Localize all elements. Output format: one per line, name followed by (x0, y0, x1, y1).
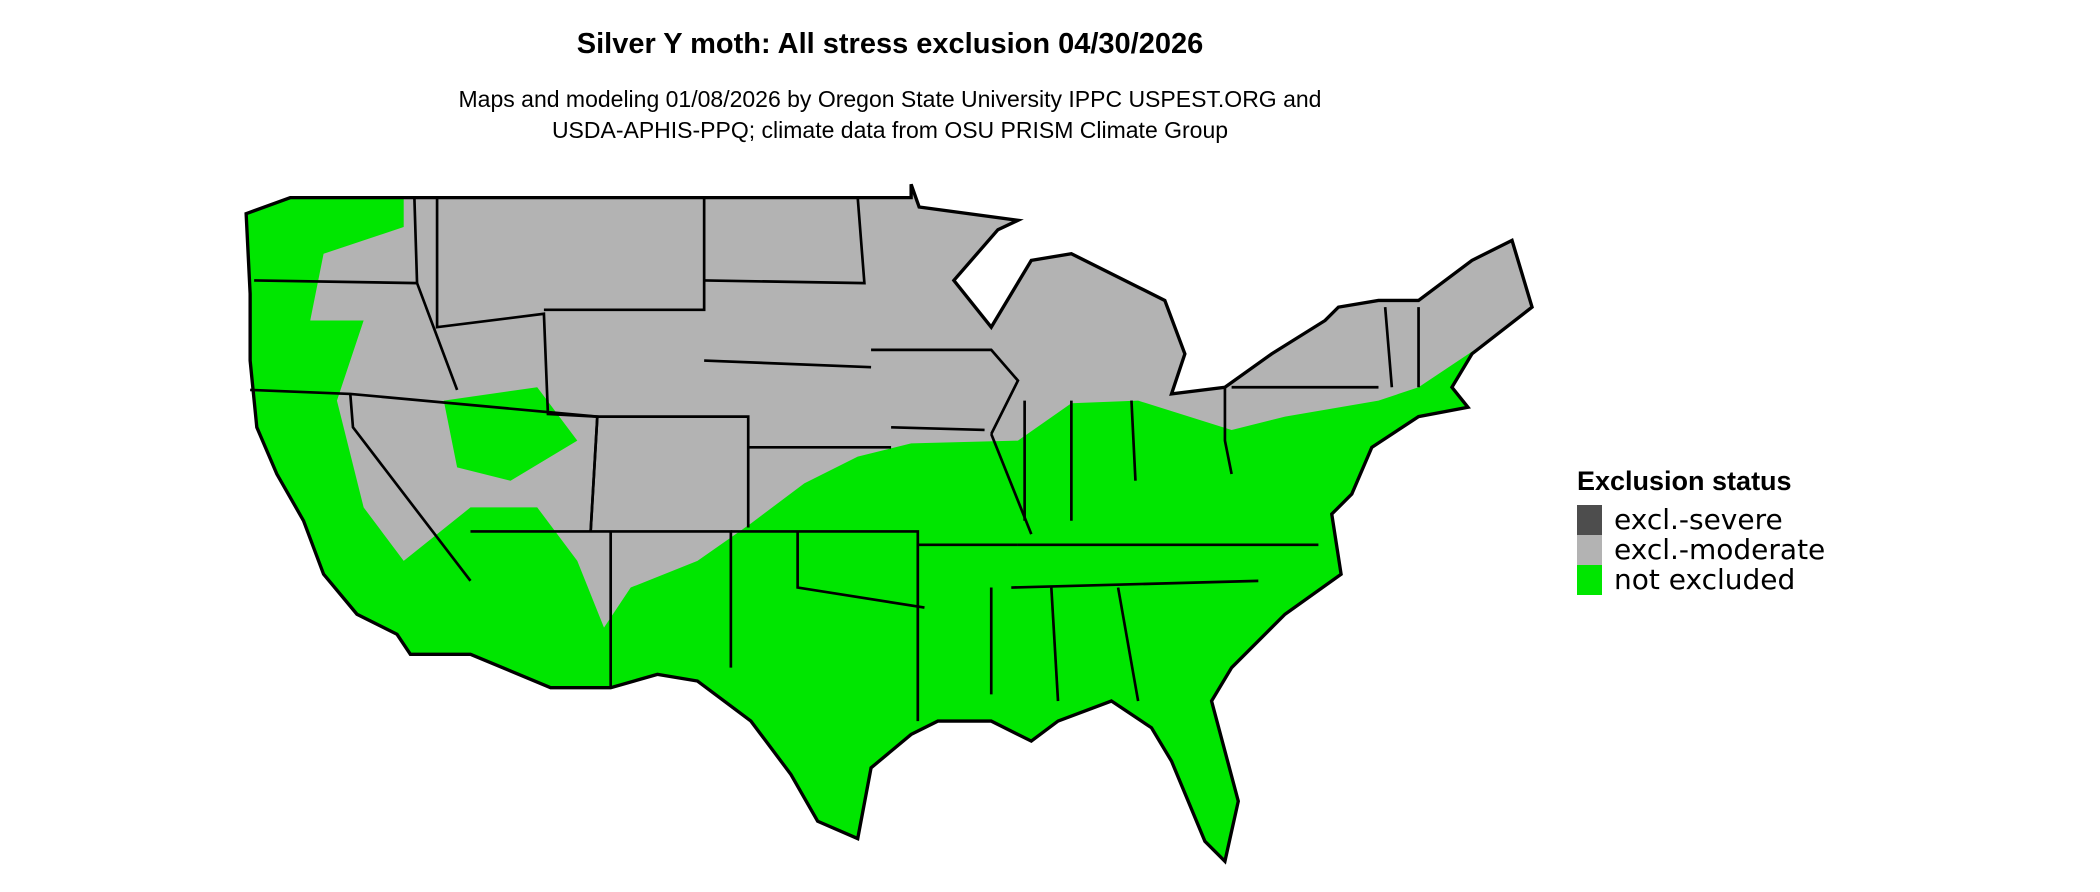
map-subtitle: Maps and modeling 01/08/2026 by Oregon S… (0, 84, 1780, 146)
legend-label: excl.-severe (1614, 503, 1783, 536)
state-border (1116, 587, 1140, 702)
state-border (435, 197, 750, 528)
state-border (1383, 307, 1394, 388)
legend-item-not-excluded: not excluded (1577, 565, 1825, 595)
legend-swatch (1577, 565, 1602, 595)
map-title: Silver Y moth: All stress exclusion 04/3… (576, 28, 1204, 60)
state-borders (250, 197, 1420, 722)
state-border (415, 282, 459, 391)
state-border (589, 416, 599, 532)
country-outline (244, 183, 1534, 865)
state-border (871, 348, 1020, 435)
legend-item-severe: excl.-severe (1577, 505, 1825, 535)
state-border (990, 433, 1033, 535)
state-border (704, 359, 872, 369)
state-border (730, 530, 920, 722)
state-border (891, 425, 985, 432)
subtitle-line-1: Maps and modeling 01/08/2026 by Oregon S… (458, 86, 1322, 112)
legend-swatch (1577, 505, 1602, 535)
legend-label: excl.-moderate (1614, 533, 1826, 566)
state-border (1050, 587, 1060, 702)
state-border (1130, 400, 1137, 481)
state-border (348, 393, 472, 582)
state-border (796, 531, 925, 609)
state-border (543, 197, 706, 312)
state-border (704, 197, 866, 285)
legend: Exclusion status excl.-severe excl.-mode… (1577, 466, 1825, 595)
legend-item-moderate: excl.-moderate (1577, 535, 1825, 565)
state-border (1011, 579, 1259, 589)
legend-label: not excluded (1614, 563, 1796, 596)
legend-title: Exclusion status (1577, 466, 1792, 496)
legend-swatch (1577, 535, 1602, 565)
state-border (1223, 387, 1233, 475)
subtitle-line-2: USDA-APHIS-PPQ; climate data from OSU PR… (551, 117, 1229, 143)
